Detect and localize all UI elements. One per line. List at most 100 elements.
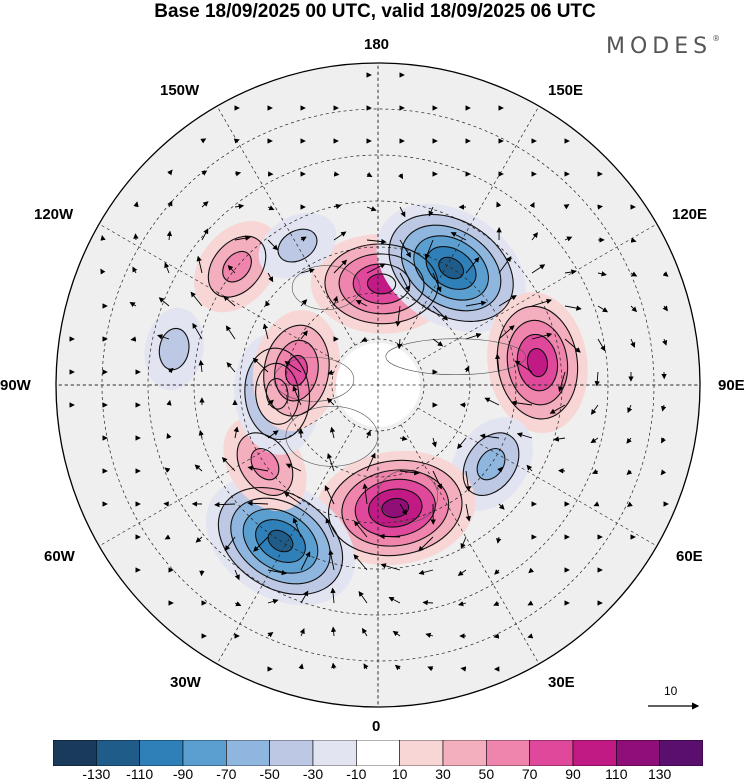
wind-vector	[247, 500, 269, 506]
contour-ring	[207, 235, 267, 298]
wind-vector	[418, 536, 434, 552]
wind-vector	[224, 536, 236, 551]
colorbar-tick-label: -130	[82, 766, 111, 782]
colorbar-swatch	[442, 740, 487, 766]
latitude-circle	[147, 154, 609, 616]
lon-label-180: 180	[364, 36, 390, 53]
colorbar	[53, 740, 703, 766]
wind-vector	[333, 231, 347, 241]
wind-vector	[399, 469, 420, 476]
wind-vector	[332, 295, 339, 307]
wind-vector	[253, 536, 269, 552]
graticule	[56, 63, 700, 707]
wind-vector	[564, 338, 581, 353]
wind-vector	[300, 590, 309, 604]
wind-vector	[594, 371, 600, 387]
wind-vector	[333, 203, 342, 210]
wind-vector	[366, 206, 377, 212]
wind-vector	[399, 206, 406, 218]
colorbar-tick-label: -10	[346, 766, 367, 782]
wind-vector	[484, 397, 500, 406]
contour-ring	[366, 273, 397, 295]
wind-vector	[388, 596, 401, 604]
wind-vector	[267, 569, 287, 576]
wind-vector	[201, 228, 209, 241]
wind-vector	[167, 169, 173, 176]
wind-vector	[167, 200, 173, 208]
wind-vector	[427, 666, 434, 672]
lon-label-60e: 60E	[676, 548, 703, 565]
anomaly-western-us-low	[144, 307, 204, 391]
wind-vector	[627, 404, 633, 414]
contour-northeast-pacific-high	[207, 235, 267, 298]
wind-vector	[516, 432, 533, 439]
wind-vector	[418, 569, 434, 576]
wind-vector	[399, 435, 408, 442]
colorbar-swatch	[399, 740, 444, 766]
wind-vector	[526, 464, 533, 472]
wind-vector	[262, 323, 269, 340]
contour-ring	[250, 447, 280, 481]
wind-vector	[399, 239, 412, 258]
wind-vector	[158, 297, 170, 307]
wind-vector	[630, 237, 637, 243]
wind-vectors	[69, 72, 669, 672]
contour-north-atlantic-low	[217, 486, 344, 596]
wind-vector	[130, 336, 137, 342]
wind-vector	[549, 404, 566, 414]
wind-vector	[227, 264, 236, 274]
wind-vector	[234, 601, 242, 607]
wind-vector	[626, 501, 633, 508]
wind-vector	[392, 630, 401, 637]
wind-vector	[428, 206, 434, 217]
contour-ring	[381, 497, 410, 519]
contour-ring	[217, 486, 344, 596]
wind-vector	[362, 483, 368, 505]
wind-vector	[300, 551, 311, 571]
map-title: Base 18/09/2025 00 UTC, valid 18/09/2025…	[154, 1, 596, 22]
wind-vector	[432, 272, 442, 293]
wind-vector	[267, 272, 274, 283]
lon-label-30w: 30W	[170, 674, 201, 691]
wind-vector	[458, 601, 467, 607]
wind-vector	[597, 204, 603, 210]
wind-vector	[129, 302, 137, 308]
wind-vector	[379, 533, 401, 540]
wind-vector	[327, 453, 335, 472]
modes-logo: MODES®	[606, 34, 720, 59]
wind-vector	[496, 536, 502, 544]
wind-vector	[630, 271, 638, 277]
wind-vector	[330, 626, 337, 637]
wind-vector	[630, 305, 638, 313]
wind-vector	[199, 569, 205, 577]
wind-vector	[164, 262, 170, 274]
wind-vector	[361, 336, 368, 342]
lon-label-0: 0	[372, 718, 381, 735]
wind-vector	[593, 501, 600, 507]
wind-vector	[214, 501, 236, 508]
coast-alaska	[291, 265, 361, 310]
wind-vector	[479, 433, 500, 439]
wind-vector	[527, 633, 534, 639]
colorbar-tick-label: -70	[216, 766, 237, 782]
wind-vector	[265, 300, 271, 307]
contour-ring	[388, 213, 514, 323]
colorbar-tick-label: -30	[302, 766, 324, 782]
wind-vector	[564, 305, 582, 311]
wind-vector	[465, 332, 482, 340]
meridian-line	[417, 212, 677, 363]
wind-vector	[432, 305, 448, 321]
contour-ring	[263, 324, 330, 417]
wind-vector	[166, 399, 172, 406]
colorbar-tick-label: -50	[259, 766, 280, 782]
colorbar-swatch	[182, 740, 227, 766]
wind-vector	[527, 600, 534, 606]
contour-ring	[526, 347, 549, 378]
meridian-line	[79, 212, 339, 363]
wind-vector	[564, 236, 573, 242]
contour-ring	[255, 519, 306, 563]
wind-vector	[465, 256, 480, 274]
logo-text: MODES	[606, 34, 713, 59]
wind-vector	[298, 663, 304, 670]
wind-vector	[167, 367, 174, 374]
